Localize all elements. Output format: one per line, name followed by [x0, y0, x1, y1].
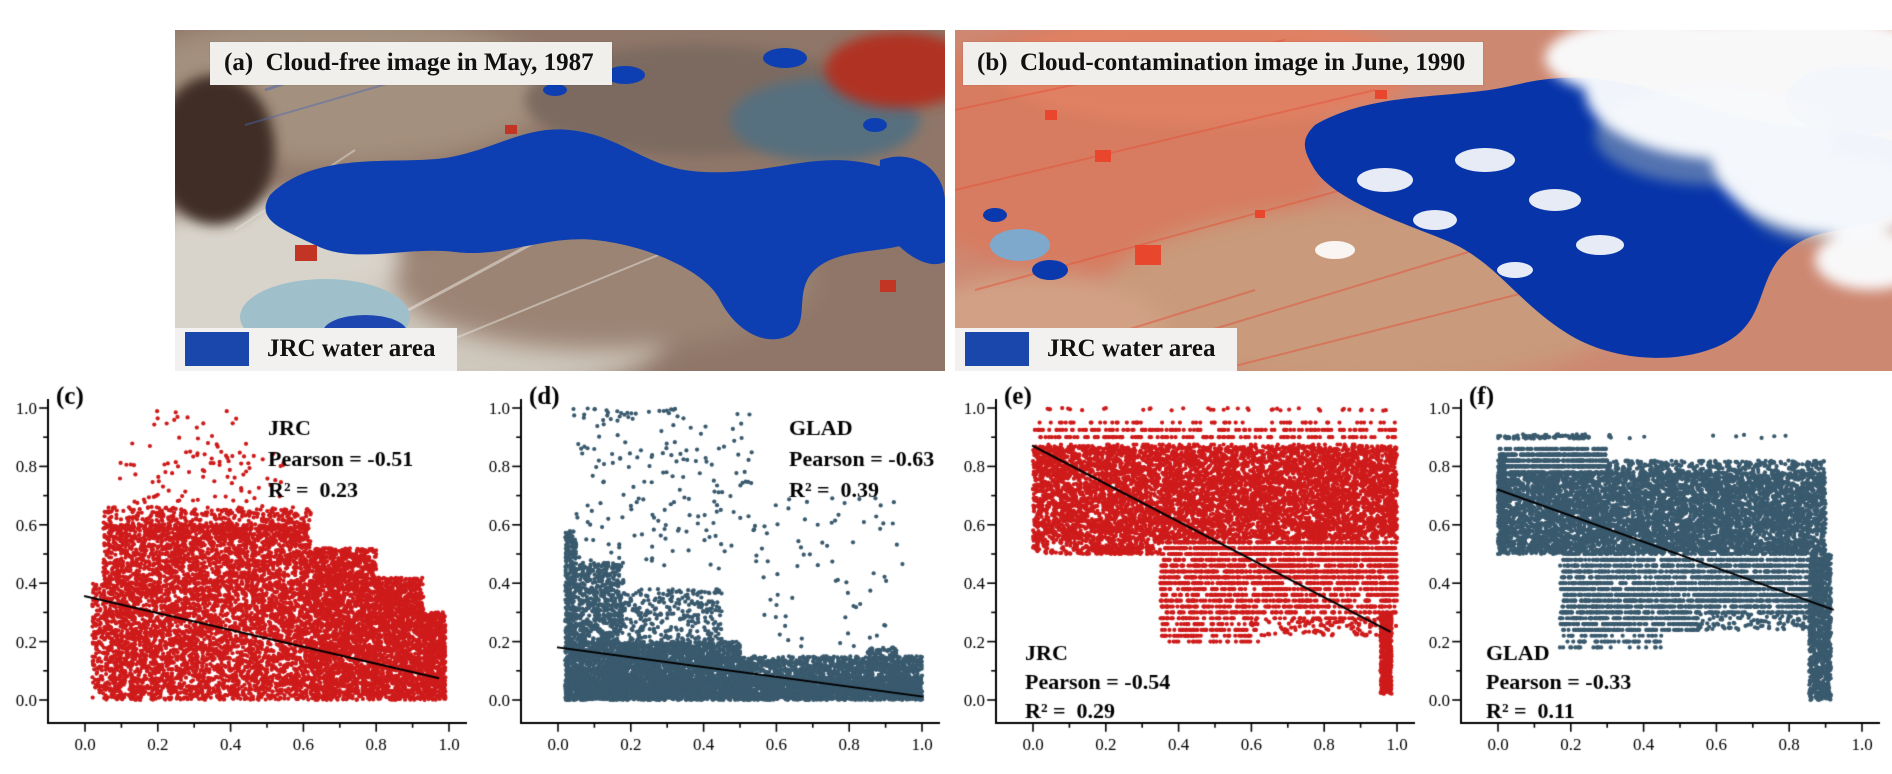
- panel-a: (a) Cloud-free image in May, 1987 JRC wa…: [175, 30, 945, 371]
- scatter-panel-c: [0, 378, 470, 758]
- scatter-panel-f: [1413, 378, 1883, 758]
- scatter-chart-d: [473, 378, 943, 758]
- scatter-panel-d: [473, 378, 943, 758]
- panel-b: (b) Cloud-contamination image in June, 1…: [955, 30, 1892, 371]
- panel-b-legend: JRC water area: [955, 328, 1238, 371]
- panel-a-title: (a) Cloud-free image in May, 1987: [210, 42, 612, 85]
- scatter-chart-c: [0, 378, 470, 758]
- panel-b-title: (b) Cloud-contamination image in June, 1…: [963, 42, 1484, 85]
- scatter-chart-f: [1413, 378, 1883, 758]
- scatter-panel-e: [948, 378, 1418, 758]
- satellite-image-b: [955, 30, 1892, 371]
- panel-b-legend-label: JRC water area: [1047, 335, 1216, 362]
- scatter-chart-e: [948, 378, 1418, 758]
- water-swatch-icon: [965, 332, 1029, 366]
- panel-a-legend: JRC water area: [175, 328, 458, 371]
- water-swatch-icon: [185, 332, 249, 366]
- panel-a-legend-label: JRC water area: [267, 335, 436, 362]
